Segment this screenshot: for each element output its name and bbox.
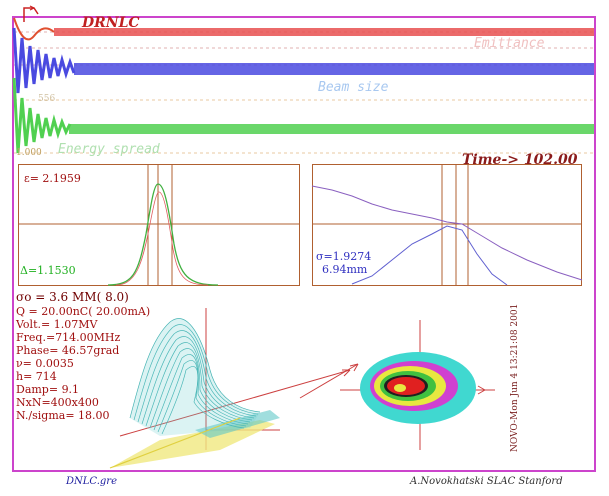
traces-plot xyxy=(12,17,594,154)
vertical-timestamp: NOVO-Mon Jun 4 13:21:08 2001 xyxy=(510,303,520,452)
beam-size-band xyxy=(74,63,594,75)
param-charge: Q = 20.00nC( 20.00mA) xyxy=(16,305,151,318)
footer-filename: DNLC.gre xyxy=(66,476,117,487)
energy-distribution-plot xyxy=(18,164,300,286)
phase-space-contour xyxy=(340,320,495,450)
beam-profile-panel xyxy=(312,164,582,286)
param-phase: Phase= 46.57grad xyxy=(16,344,120,357)
energy-distribution-panel xyxy=(18,164,300,286)
epsilon-value: ε= 2.1959 xyxy=(24,172,81,185)
surface-3d-plot xyxy=(109,308,351,469)
delta-value: Δ=1.1530 xyxy=(20,264,76,277)
param-grid: NxN=400x400 xyxy=(16,396,99,409)
trace-value-1000: 1.000 xyxy=(16,148,42,158)
emittance-band xyxy=(54,28,594,36)
energy-spread-label: Energy spread xyxy=(58,142,160,157)
param-sigma0: σo = 3.6 MM( 8.0) xyxy=(16,290,129,304)
beam-profile-plot xyxy=(311,164,583,286)
energy-spread-band xyxy=(69,124,594,134)
param-volt: Volt.= 1.07MV xyxy=(16,318,98,331)
sigma-value: σ=1.9274 xyxy=(316,250,372,263)
param-freq: Freq.=714.00MHz xyxy=(16,331,121,344)
title: DRNLC xyxy=(82,15,140,31)
beam-size-label: Beam size xyxy=(318,80,389,95)
surface-axis-arrow-icon xyxy=(299,363,359,399)
param-nu: ν= 0.0035 xyxy=(16,357,74,370)
param-nsigma: N./sigma= 18.00 xyxy=(16,409,110,422)
trace-value-556: 556 xyxy=(38,94,56,104)
emittance-label: Emittance xyxy=(474,36,545,51)
plot-frame xyxy=(12,16,596,472)
footer-credit: A.Novokhatski SLAC Stanford xyxy=(410,476,563,487)
sigma-mm-value: 6.94mm xyxy=(322,263,368,276)
origin-arrow-icon xyxy=(23,5,39,22)
param-h: h= 714 xyxy=(16,370,57,383)
param-damp: Damp= 9.1 xyxy=(16,383,80,396)
